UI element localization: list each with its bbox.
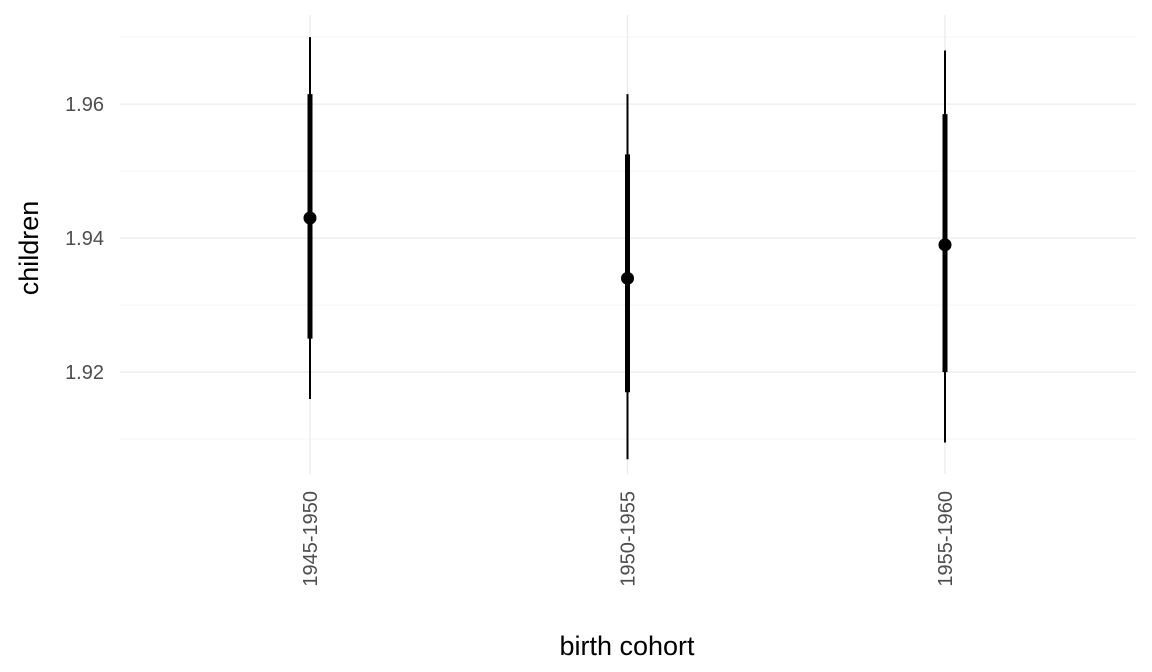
x-tick-label: 1955-1960 bbox=[935, 491, 957, 587]
y-tick-label: 1.94 bbox=[65, 228, 104, 250]
data-marks bbox=[303, 37, 952, 460]
y-axis-title: children bbox=[14, 201, 44, 296]
x-tick-labels: 1945-1950 1950-1955 1955-1960 bbox=[300, 491, 957, 587]
pointrange-1955-1960 bbox=[938, 50, 952, 443]
point-estimate bbox=[303, 211, 317, 225]
x-axis-title: birth cohort bbox=[559, 631, 695, 661]
point-estimate bbox=[938, 238, 952, 252]
y-tick-label: 1.96 bbox=[65, 94, 104, 116]
y-tick-label: 1.92 bbox=[65, 362, 104, 384]
point-estimate bbox=[621, 271, 634, 285]
pointrange-1945-1950 bbox=[303, 37, 317, 399]
x-tick-label: 1950-1955 bbox=[618, 491, 640, 587]
pointrange-1950-1955 bbox=[621, 94, 634, 460]
y-tick-labels: 1.92 1.94 1.96 bbox=[65, 94, 104, 384]
x-tick-label: 1945-1950 bbox=[300, 491, 322, 587]
